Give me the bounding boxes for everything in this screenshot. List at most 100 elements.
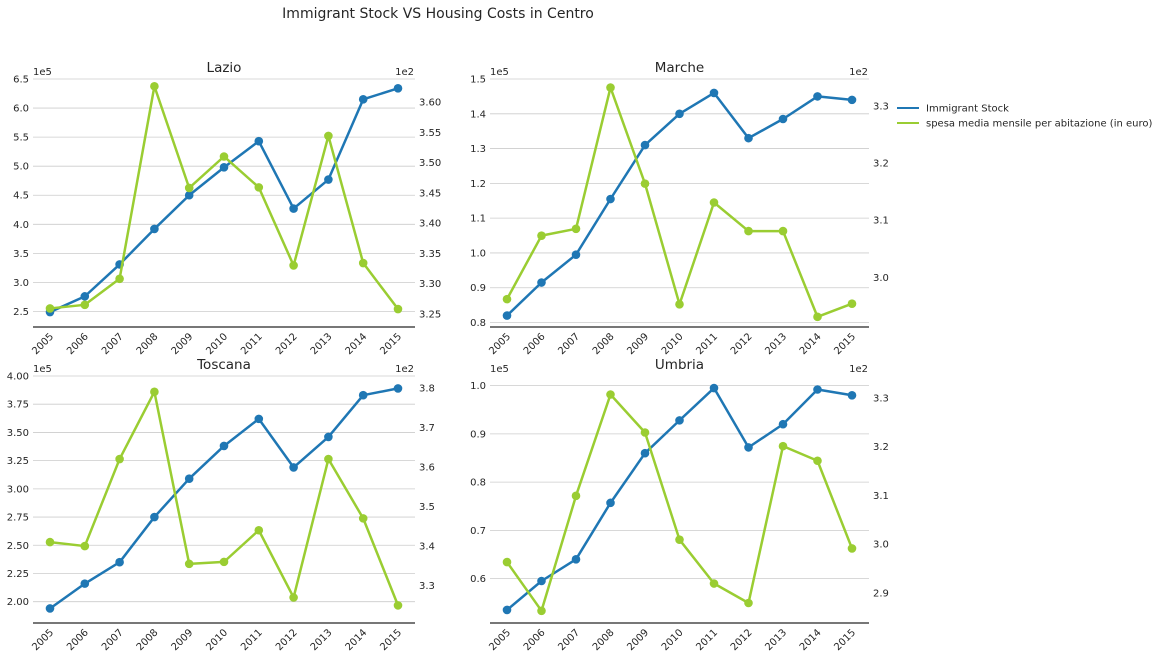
x-tick-label: 2006 [65,627,91,653]
x-tick-label: 2006 [65,331,91,357]
housing-cost-point [393,304,403,314]
subplot-title: Toscana [196,357,251,373]
y-tick-label-left: 1.3 [470,144,486,155]
left-axis-offset: 1e5 [33,67,52,78]
immigrant-stock-point [219,163,229,172]
housing-cost-point [45,304,55,313]
housing-cost-point [571,491,581,501]
y-tick-label-right: 3.3 [419,581,435,592]
immigrant-stock-point [675,416,684,425]
immigrant-stock-point [640,448,650,458]
legend-label: Immigrant Stock [926,104,1009,115]
housing-cost-point [640,179,650,188]
x-tick-label: 2005 [487,627,513,653]
x-tick-label: 2013 [309,331,335,357]
y-tick-label-left: 1.0 [470,381,486,392]
x-tick-label: 2011 [694,331,720,357]
y-tick-label-right: 3.0 [873,273,889,284]
x-tick-label: 2012 [729,627,755,653]
immigrant-stock-point [80,292,90,301]
housing-cost-point [709,198,719,207]
x-tick-label: 2011 [239,331,265,357]
immigrant-stock-point [393,83,403,93]
y-tick-label-left: 3.5 [13,249,29,260]
immigrant-stock-point [358,390,368,400]
x-tick-label: 2009 [170,627,196,653]
x-tick-label: 2012 [729,331,755,357]
housing-cost-point [675,535,684,544]
immigrant-stock-line [49,387,399,610]
left-axis-offset: 1e5 [33,364,52,375]
x-tick-label: 2005 [30,331,56,357]
y-tick-label-right: 3.2 [873,442,889,453]
y-tick-label-right: 3.5 [419,502,435,513]
immigrant-stock-point [813,92,822,101]
immigrant-stock-point [115,557,124,567]
y-tick-label-right: 3.4 [419,542,435,553]
y-tick-label-left: 1.5 [470,75,486,86]
y-tick-label-left: 4.5 [13,191,29,202]
y-tick-label-left: 3.75 [7,400,29,411]
housing-cost-point [778,226,788,236]
figure-title: Immigrant Stock VS Housing Costs in Cent… [282,6,594,22]
x-tick-label: 2015 [378,331,404,357]
y-tick-label-left: 2.25 [7,569,29,580]
right-axis-offset: 1e2 [849,67,868,78]
immigrant-stock-point [254,136,264,146]
y-tick-label-right: 3.3 [873,101,889,112]
x-tick-label: 2014 [344,627,370,653]
x-tick-label: 2013 [763,627,789,653]
housing-cost-point [254,183,264,192]
subplot-toscana: 2.00 2.25 2.50 2.75 3.00 3.25 3.50 3.75 4.00 3.3 3… [7,357,435,653]
x-tick-label: 2013 [763,331,789,357]
y-tick-label-left: 3.0 [13,278,29,289]
y-tick-label-left: 5.0 [13,162,29,173]
subplot-umbria: 0.6 0.7 0.8 0.9 1.0 2.9 3.0 3.1 3.2 3.3 2005 2006 20… [470,357,889,653]
y-tick-label-right: 3.40 [419,219,441,230]
housing-cost-point [115,274,124,284]
x-tick-label: 2007 [556,627,582,653]
housing-cost-point [606,83,615,92]
y-tick-label-right: 3.35 [419,249,441,260]
housing-cost-line [49,85,399,310]
housing-cost-point [847,544,857,553]
x-tick-label: 2014 [798,627,824,653]
x-tick-label: 2007 [100,627,126,653]
y-tick-label-left: 1.0 [470,248,486,259]
y-tick-label-left: 2.50 [7,541,29,552]
housing-cost-line [505,86,853,319]
right-axis-offset: 1e2 [395,67,414,78]
y-tick-label-left: 3.50 [7,428,29,439]
left-axis-offset: 1e5 [490,67,509,78]
y-tick-label-right: 3.60 [419,98,441,109]
housing-cost-point [709,579,719,588]
y-tick-label-left: 0.9 [470,429,486,440]
right-axis-offset: 1e2 [849,364,868,375]
right-axis-offset: 1e2 [395,364,414,375]
x-tick-label: 2007 [100,331,126,357]
immigrant-stock-point [502,605,512,615]
y-tick-label-left: 2.75 [7,513,29,524]
legend: Immigrant Stock spesa media mensile per a… [897,104,1152,130]
x-tick-label: 2007 [556,331,582,357]
y-tick-label-left: 4.0 [13,220,29,231]
immigrant-stock-point [606,194,615,204]
x-tick-label: 2013 [309,627,335,653]
housing-cost-point [45,537,55,547]
y-tick-label-left: 0.7 [470,526,486,537]
immigrant-stock-point [324,175,333,184]
y-tick-label-left: 0.9 [470,283,486,294]
immigrant-stock-point [150,512,159,522]
housing-cost-point [393,601,403,610]
x-tick-label: 2006 [522,627,548,653]
immigrant-stock-point [847,95,857,105]
y-tick-label-right: 3.45 [419,188,441,199]
y-tick-label-left: 2.5 [13,307,29,318]
y-tick-label-right: 3.1 [873,216,889,227]
housing-cost-point [537,231,546,240]
y-tick-label-left: 6.0 [13,104,29,115]
y-tick-label-left: 1.1 [470,214,486,225]
housing-cost-point [640,428,650,437]
x-tick-label: 2015 [832,627,858,653]
